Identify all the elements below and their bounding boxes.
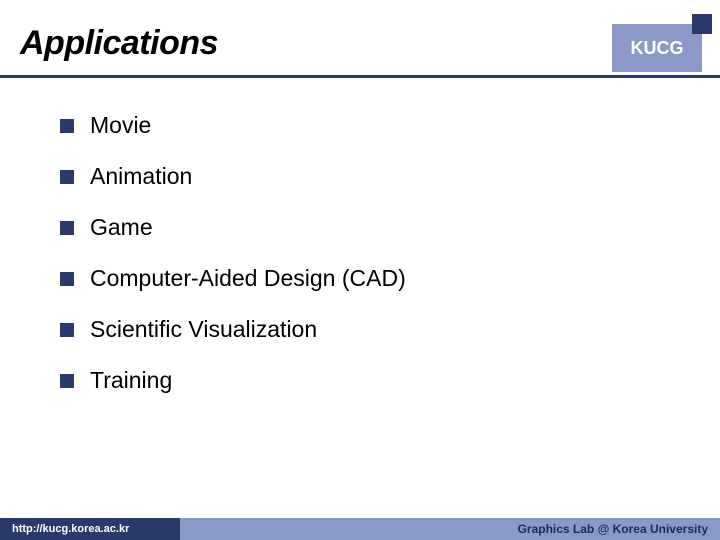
square-bullet-icon xyxy=(60,170,74,184)
square-bullet-icon xyxy=(60,374,74,388)
list-item: Computer-Aided Design (CAD) xyxy=(60,265,660,292)
list-item: Training xyxy=(60,367,660,394)
slide-content: Movie Animation Game Computer-Aided Desi… xyxy=(0,78,720,394)
list-item-label: Movie xyxy=(90,112,151,139)
slide-title: Applications xyxy=(20,24,700,63)
footer-attribution: Graphics Lab @ Korea University xyxy=(180,518,720,540)
footer-url: http://kucg.korea.ac.kr xyxy=(0,518,180,540)
list-item-label: Animation xyxy=(90,163,192,190)
list-item: Animation xyxy=(60,163,660,190)
square-bullet-icon xyxy=(60,119,74,133)
list-item-label: Scientific Visualization xyxy=(90,316,317,343)
list-item: Movie xyxy=(60,112,660,139)
list-item-label: Game xyxy=(90,214,153,241)
list-item-label: Training xyxy=(90,367,172,394)
list-item: Game xyxy=(60,214,660,241)
slide-footer: http://kucg.korea.ac.kr Graphics Lab @ K… xyxy=(0,518,720,540)
square-bullet-icon xyxy=(60,272,74,286)
list-item: Scientific Visualization xyxy=(60,316,660,343)
slide-header: Applications KUCG xyxy=(0,0,720,78)
square-bullet-icon xyxy=(60,221,74,235)
logo-text: KUCG xyxy=(631,38,684,59)
logo-badge: KUCG xyxy=(612,24,702,72)
list-item-label: Computer-Aided Design (CAD) xyxy=(90,265,406,292)
square-bullet-icon xyxy=(60,323,74,337)
